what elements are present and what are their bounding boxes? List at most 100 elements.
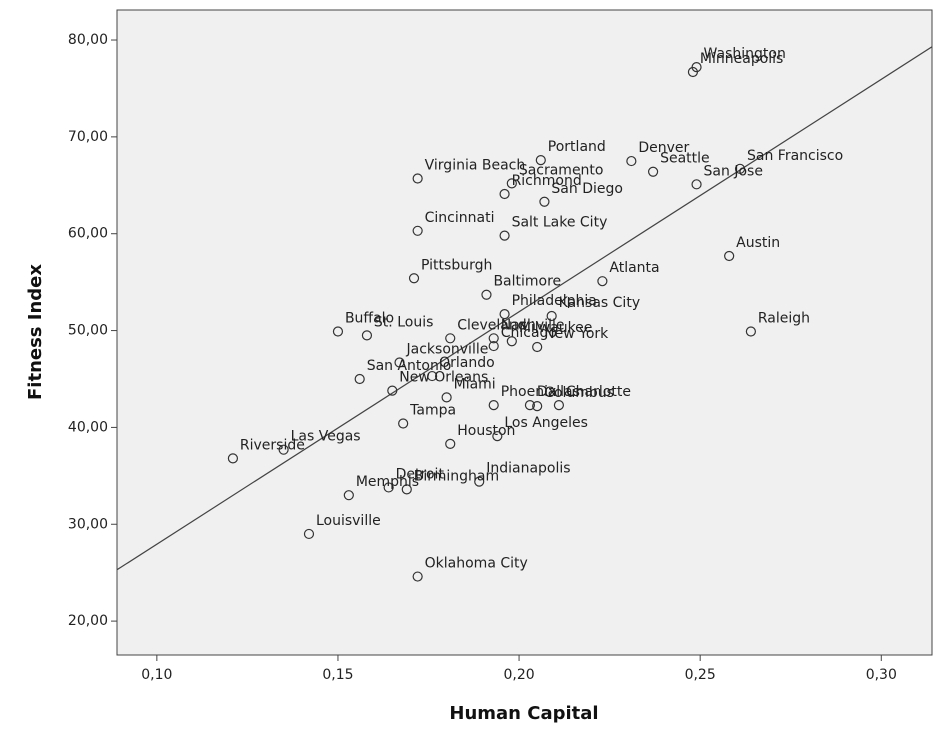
x-tick-label: 0,15	[322, 667, 353, 683]
y-tick-label: 70,00	[68, 129, 108, 145]
point	[734, 163, 746, 174]
point-label: Pittsburgh	[421, 257, 492, 273]
plot-area	[116, 9, 933, 656]
point-label: Orlando	[439, 355, 495, 371]
point	[535, 155, 546, 166]
point	[401, 484, 412, 495]
point-label: Houston	[457, 423, 515, 439]
point-label: Riverside	[240, 437, 305, 453]
point-label: Atlanta	[609, 260, 659, 276]
point-label: Tampa	[409, 403, 456, 419]
point-label: Phoenix	[501, 384, 557, 400]
point	[647, 166, 659, 177]
point-label: Charlotte	[566, 384, 631, 400]
point-label: Detroit	[396, 466, 445, 482]
point	[745, 326, 756, 337]
point-label: Oklahoma City	[425, 556, 528, 572]
point-label: Seattle	[660, 151, 710, 167]
point	[724, 250, 735, 262]
point	[488, 400, 499, 411]
point	[387, 385, 398, 396]
point-label: Sacramento	[519, 162, 604, 178]
point	[412, 173, 423, 184]
point-label: Baltimore	[493, 274, 561, 290]
point-label: San Antonio	[367, 358, 452, 374]
y-tick-label: 40,00	[68, 419, 108, 435]
point	[492, 431, 503, 442]
point-label: Los Angeles	[504, 415, 588, 431]
point	[532, 341, 543, 353]
point	[597, 276, 608, 287]
point	[427, 370, 438, 382]
point-label: Milwaukee	[519, 320, 593, 336]
point-label: Austin	[736, 235, 780, 251]
point	[343, 490, 354, 501]
point-label: Kansas City	[559, 295, 640, 311]
point-label: Virginia Beach	[425, 158, 526, 174]
point	[691, 179, 702, 190]
point	[412, 225, 423, 236]
point	[499, 308, 510, 320]
point-label: Louisville	[316, 513, 381, 529]
y-tick-label: 50,00	[68, 323, 108, 339]
point-label: Nashville	[501, 317, 565, 333]
point-label: Washington	[704, 46, 786, 62]
point-label: Cleveland	[457, 317, 526, 333]
point	[524, 400, 536, 411]
point-label: Chicago	[501, 325, 557, 341]
point	[278, 444, 289, 455]
fit-line	[117, 46, 932, 571]
point	[303, 528, 315, 540]
y-tick-label: 60,00	[68, 226, 108, 242]
point-label: Richmond	[512, 173, 582, 189]
y-tick-label: 20,00	[68, 613, 108, 629]
point-label: San Diego	[551, 181, 623, 197]
point	[394, 357, 405, 368]
point	[499, 230, 510, 241]
point-label: Memphis	[356, 474, 419, 490]
x-tick-label: 0,30	[866, 667, 897, 683]
point	[499, 188, 510, 200]
point-label: Dallas	[537, 384, 580, 400]
point	[506, 336, 517, 347]
x-tick-label: 0,10	[141, 667, 172, 683]
point	[227, 453, 239, 464]
point-label: Philadelphia	[512, 293, 597, 309]
point-label: Jacksonville	[406, 342, 489, 358]
point	[532, 401, 543, 412]
point-label: San Jose	[704, 163, 763, 179]
point	[412, 571, 423, 582]
point-label: St. Louis	[374, 314, 433, 330]
point	[474, 476, 485, 487]
point-label: Portland	[548, 139, 606, 155]
x-tick-label: 0,20	[503, 667, 534, 683]
point-label: Raleigh	[758, 311, 810, 327]
y-axis-title: Fitness Index	[25, 264, 46, 400]
point	[488, 340, 499, 352]
x-tick-label: 0,25	[685, 667, 716, 683]
point	[506, 178, 517, 189]
point-label: Cincinnati	[425, 210, 495, 226]
point	[445, 438, 456, 449]
point	[687, 66, 699, 78]
y-tick-label: 30,00	[68, 516, 108, 532]
point	[361, 330, 373, 341]
point-label: Birmingham	[414, 468, 499, 484]
point-label: Columbus	[544, 385, 614, 401]
point	[488, 333, 499, 344]
point-label: New York	[544, 326, 609, 342]
point	[441, 392, 452, 403]
point	[539, 196, 550, 207]
point	[445, 333, 456, 344]
point	[408, 273, 420, 284]
point	[626, 155, 637, 167]
point-label: Salt Lake City	[512, 215, 608, 231]
x-axis-title: Human Capital	[449, 703, 598, 724]
point-label: San Francisco	[747, 148, 843, 164]
point	[546, 310, 557, 322]
point	[332, 326, 344, 337]
point-label: Indianapolis	[486, 461, 570, 477]
point	[383, 482, 394, 493]
point-label: New Orleans	[399, 370, 488, 386]
point	[553, 400, 565, 411]
